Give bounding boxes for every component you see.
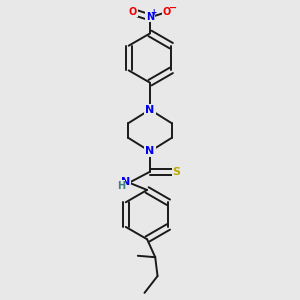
Text: S: S bbox=[172, 167, 180, 177]
Text: +: + bbox=[151, 8, 157, 17]
Text: −: − bbox=[169, 3, 177, 13]
Text: N: N bbox=[121, 176, 130, 187]
Text: N: N bbox=[146, 105, 154, 115]
Text: H: H bbox=[117, 181, 125, 190]
Text: O: O bbox=[129, 7, 137, 17]
Text: N: N bbox=[146, 146, 154, 156]
Text: N: N bbox=[146, 12, 154, 22]
Text: O: O bbox=[163, 7, 171, 17]
